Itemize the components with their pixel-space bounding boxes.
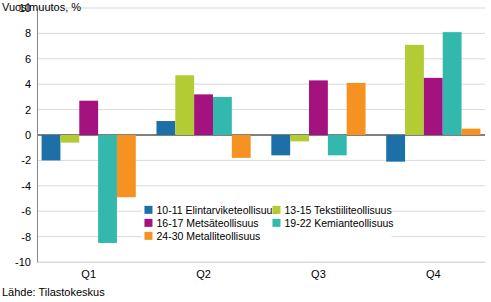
legend-swatch xyxy=(144,206,152,214)
chart: -10-8-6-4-20246810Q1Q2Q3Q4Vuosimuutos, %… xyxy=(0,0,491,302)
legend-label: 19-22 Kemianteollisuus xyxy=(284,217,393,229)
bar xyxy=(462,129,481,135)
y-tick: -4 xyxy=(21,180,37,192)
source: Lähde: Tilastokeskus xyxy=(2,286,105,298)
y-tick: 2 xyxy=(25,104,37,116)
x-tick: Q2 xyxy=(196,262,211,280)
bar xyxy=(60,135,79,143)
x-tick-label: Q2 xyxy=(196,268,211,280)
legend-item: 24-30 Metalliteollisuus xyxy=(144,230,260,242)
bar xyxy=(309,80,328,135)
legend: 10-11 Elintarviketeollisuus 13-15 Tekstii… xyxy=(141,201,393,246)
bar xyxy=(194,94,213,135)
y-tick: 8 xyxy=(25,27,37,39)
legend-item: 19-22 Kemianteollisuus xyxy=(272,217,393,229)
bar xyxy=(271,135,290,155)
legend-item: 16-17 Metsäteollisuus xyxy=(144,217,258,229)
y-tick-label: -4 xyxy=(21,180,31,192)
x-axis: Q1 Q2 Q3 Q4 xyxy=(38,262,486,280)
legend-swatch xyxy=(144,232,152,240)
y-tick: 4 xyxy=(25,78,37,90)
y-tick: -8 xyxy=(21,231,37,243)
bar xyxy=(424,78,443,135)
y-axis: -10-8-6-4-20246810 xyxy=(15,2,37,268)
y-tick: 0 xyxy=(25,129,37,141)
legend-label: 16-17 Metsäteollisuus xyxy=(156,217,258,229)
x-tick-label: Q3 xyxy=(311,268,326,280)
x-tick: Q4 xyxy=(426,262,441,280)
grid xyxy=(37,8,485,262)
legend-swatch xyxy=(144,219,152,227)
y-tick-label: -10 xyxy=(15,256,31,268)
bar xyxy=(156,121,175,135)
series xyxy=(60,45,423,143)
y-tick: 6 xyxy=(25,53,37,65)
y-tick-label: -6 xyxy=(21,205,31,217)
bar xyxy=(117,135,136,197)
x-tick: Q3 xyxy=(311,262,326,280)
legend-label: 10-11 Elintarviketeollisuus xyxy=(156,204,277,216)
bar xyxy=(175,75,194,135)
x-tick: Q1 xyxy=(81,262,96,280)
bar xyxy=(232,135,251,158)
y-tick-label: 8 xyxy=(25,27,31,39)
bar xyxy=(79,101,98,135)
series xyxy=(117,83,480,197)
legend-item: 10-11 Elintarviketeollisuus xyxy=(144,204,277,216)
bar xyxy=(347,83,366,135)
y-tick-label: -8 xyxy=(21,231,31,243)
bar xyxy=(386,135,405,162)
y-tick: -10 xyxy=(15,256,37,268)
legend-item: 13-15 Tekstiiliteollisuus xyxy=(272,204,391,216)
x-axis-line xyxy=(38,262,486,263)
y-tick-label: 0 xyxy=(25,129,31,141)
grid-line xyxy=(37,33,485,34)
plot: -10-8-6-4-20246810Q1Q2Q3Q4 xyxy=(15,2,485,280)
y-axis-line xyxy=(37,9,38,263)
bar xyxy=(290,135,309,141)
bars xyxy=(42,32,481,243)
bar xyxy=(213,97,232,135)
bar xyxy=(42,135,61,160)
legend-label: 24-30 Metalliteollisuus xyxy=(156,230,260,242)
grid-line xyxy=(37,262,485,263)
bar xyxy=(328,135,347,155)
y-tick-label: 6 xyxy=(25,53,31,65)
y-tick: -2 xyxy=(21,154,37,166)
y-tick: -6 xyxy=(21,205,37,217)
y-tick-label: -2 xyxy=(21,154,31,166)
x-tick-label: Q1 xyxy=(81,268,96,280)
grid-line xyxy=(37,8,485,9)
legend-swatch xyxy=(272,206,280,214)
y-tick-label: 2 xyxy=(25,104,31,116)
y-axis-title: Vuosimuutos, % xyxy=(2,1,81,13)
y-tick-label: 4 xyxy=(25,78,31,90)
bar xyxy=(443,32,462,135)
x-tick-label: Q4 xyxy=(426,268,441,280)
legend-swatch xyxy=(272,219,280,227)
series xyxy=(79,78,442,135)
legend-label: 13-15 Tekstiiliteollisuus xyxy=(284,204,391,216)
bar xyxy=(98,135,117,243)
bar xyxy=(405,45,424,135)
